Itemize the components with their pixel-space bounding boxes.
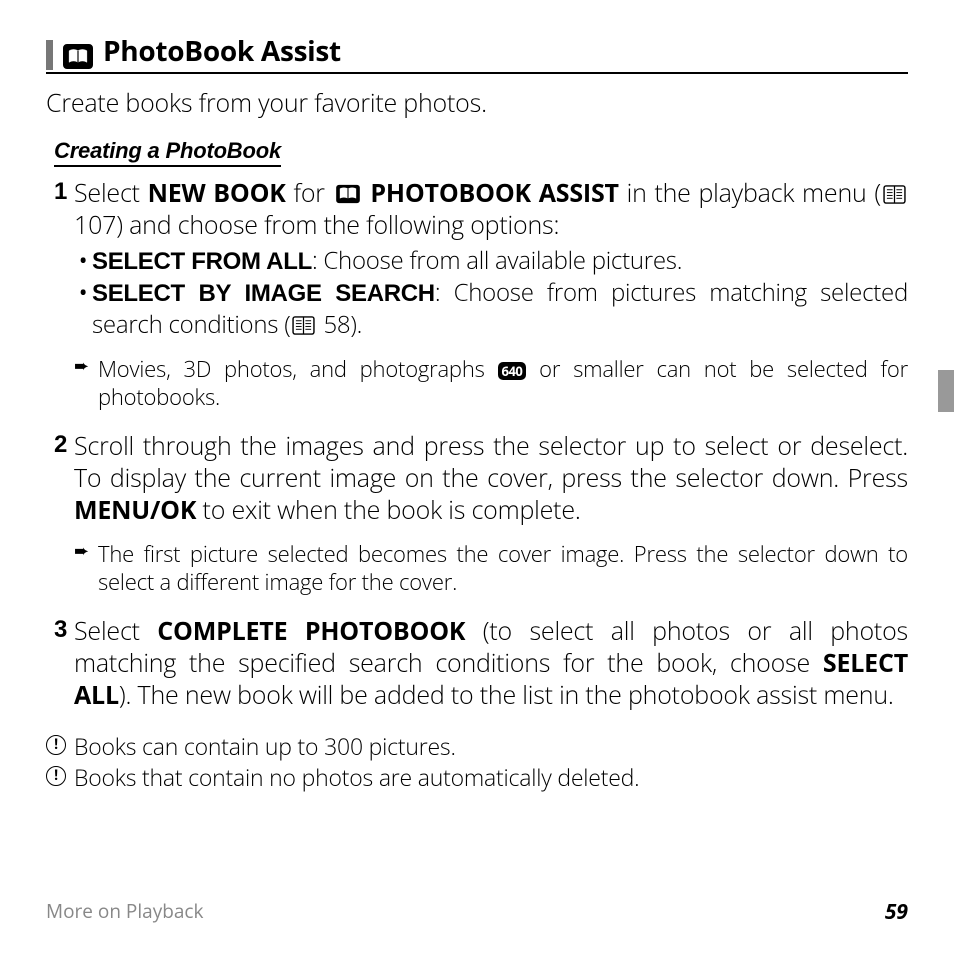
step-2-note: ➨ The first picture selected becomes the… [74,540,908,597]
step-body: Select COMPLETE PHOTOBOOK (to select all… [74,615,908,711]
manual-page: PhotoBook Assist Create books from your … [0,0,954,954]
step-1-note: ➨ Movies, 3D photos, and photographs 640… [74,355,908,412]
tip-icon: ➨ [74,355,98,412]
bullet-select-from-all: • SELECT FROM ALL: Choose from all avail… [74,245,908,277]
size-badge-640: 640 [498,362,527,381]
caution-icon: ! [46,762,74,793]
book-icon [63,44,93,69]
footer-section-name: More on Playback [46,898,203,926]
edge-tab [938,370,954,412]
step-3: 3 Select COMPLETE PHOTOBOOK (to select a… [54,615,908,711]
section-accent-bar [46,40,53,70]
caution-empty-deleted: ! Books that contain no photos are autom… [46,762,908,793]
step-body: Scroll through the images and press the … [74,430,908,526]
caution-list: ! Books can contain up to 300 pictures. … [46,731,908,793]
step-number: 3 [54,615,74,711]
page-footer: More on Playback 59 [46,898,908,926]
step-number: 2 [54,430,74,526]
subsection-heading: Creating a PhotoBook [46,138,908,177]
step-number: 1 [54,177,74,241]
bullet-select-by-search: • SELECT BY IMAGE SEARCH: Choose from pi… [74,277,908,340]
section-title: PhotoBook Assist [103,32,341,70]
section-header: PhotoBook Assist [46,32,908,74]
caution-icon: ! [46,731,74,762]
step-1: 1 Select NEW BOOK for PHOTOBOOK ASSIST i… [54,177,908,241]
section-intro: Create books from your favorite photos. [46,86,908,120]
caution-max-pictures: ! Books can contain up to 300 pictures. [46,731,908,762]
step-2: 2 Scroll through the images and press th… [54,430,908,526]
page-number: 59 [885,898,908,926]
page-ref-icon [292,316,315,335]
book-icon [335,184,361,204]
step-1-bullets: • SELECT FROM ALL: Choose from all avail… [74,245,908,341]
tip-icon: ➨ [74,540,98,597]
step-body: Select NEW BOOK for PHOTOBOOK ASSIST in … [74,177,908,241]
page-ref-icon [883,185,906,204]
